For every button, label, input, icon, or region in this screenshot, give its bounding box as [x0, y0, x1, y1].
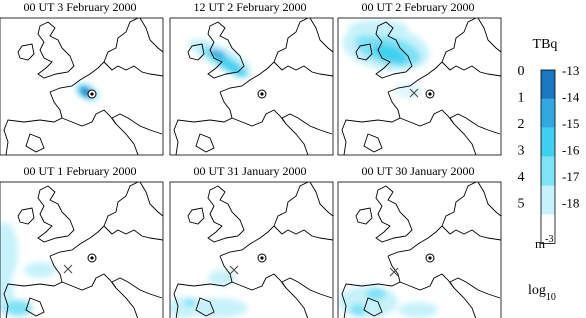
plume-cell — [350, 304, 366, 316]
map-panel — [0, 181, 164, 318]
panel-title: 00 UT 31 January 2000 — [193, 164, 306, 178]
plume-cell — [208, 270, 236, 286]
release-mark — [389, 267, 399, 277]
plume-cell — [4, 300, 32, 316]
legend-left-label: 4 — [518, 170, 525, 185]
colorbar: 0 1 2 3 4 5 -13 -14 -15 -16 -17 -18 — [518, 63, 580, 244]
legend-left-label: 5 — [518, 197, 525, 212]
map-panel — [337, 17, 502, 156]
plume — [188, 39, 252, 78]
plume-cell — [366, 288, 386, 300]
map-body — [173, 18, 333, 155]
release-mark — [229, 265, 239, 275]
colorbar-band — [541, 214, 555, 244]
panels: 00 UT 3 February 2000 12 UT 2 February 20… — [0, 0, 502, 318]
map-body — [170, 182, 333, 318]
source-dot — [260, 256, 264, 260]
map-frame — [337, 181, 502, 318]
map-body — [338, 182, 501, 318]
map-frame — [169, 17, 334, 156]
source-dot — [90, 256, 94, 260]
plume-cell — [210, 49, 226, 59]
map-panel — [169, 181, 334, 318]
legend-right-label: -13 — [562, 63, 579, 78]
legend-right-label: -18 — [562, 196, 579, 211]
scale-base: 10 — [546, 292, 556, 303]
map-body — [0, 182, 163, 318]
plume-cell — [184, 298, 196, 306]
panel-title: 00 UT 3 February 2000 — [23, 0, 136, 14]
panel-title: 00 UT 2 February 2000 — [361, 0, 474, 14]
colorbar-band — [541, 156, 555, 186]
legend-right-label: -14 — [562, 90, 580, 105]
colorbar-band — [541, 70, 555, 99]
legend-unit: TBq — [533, 37, 558, 52]
release-mark — [63, 264, 73, 274]
plume — [0, 222, 56, 316]
source-dot — [90, 92, 94, 96]
source-dot — [428, 256, 432, 260]
plume-cell — [398, 302, 438, 318]
plume-cell — [24, 262, 56, 278]
legend-left-label: 1 — [518, 91, 525, 106]
density-unit: m-3 — [535, 234, 553, 251]
plume-cell — [188, 298, 248, 318]
colorbar-band — [541, 185, 555, 215]
panel-title: 12 UT 2 February 2000 — [193, 0, 306, 14]
legend-right-label: -15 — [562, 116, 579, 131]
coastline — [3, 182, 163, 318]
colorbar-band — [541, 127, 555, 157]
plume — [342, 20, 430, 98]
legend: TBq 0 1 2 3 4 5 -13 -14 -15 -16 -17 -18 m-3 log10 — [518, 37, 580, 303]
scale-label: log10 — [528, 283, 556, 303]
density-unit-base: m — [535, 236, 545, 251]
plume — [338, 286, 438, 318]
scale-name: log — [528, 283, 546, 298]
map-frame — [337, 17, 502, 156]
map-panel — [169, 17, 334, 156]
map-panel — [0, 17, 164, 156]
legend-right-label: -17 — [562, 169, 580, 184]
coastline — [173, 182, 333, 318]
colorbar-band — [541, 98, 555, 128]
panel-title: 00 UT 30 January 2000 — [361, 164, 474, 178]
map-frame — [169, 181, 334, 318]
source-dot — [428, 92, 432, 96]
legend-right-label: -16 — [562, 143, 580, 158]
legend-left-label: 3 — [518, 144, 525, 159]
map-frame — [0, 17, 164, 156]
legend-left-label: 0 — [518, 64, 525, 79]
source-dot — [260, 92, 264, 96]
colorbar-frame — [540, 69, 556, 244]
coastline — [173, 18, 333, 155]
map-body — [3, 18, 163, 155]
plume-cell — [394, 82, 422, 98]
panel-title: 00 UT 1 February 2000 — [23, 164, 136, 178]
plume-cell — [0, 222, 18, 282]
map-frame — [0, 181, 164, 318]
plume-cell — [372, 44, 408, 64]
map-panel — [337, 181, 502, 318]
plume — [170, 270, 248, 318]
density-exponent: -3 — [545, 234, 553, 245]
plume-cell — [214, 54, 246, 78]
legend-left-label: 2 — [518, 117, 525, 132]
release-mark — [409, 88, 419, 98]
plume-cell — [348, 20, 408, 36]
map-body — [341, 18, 501, 155]
